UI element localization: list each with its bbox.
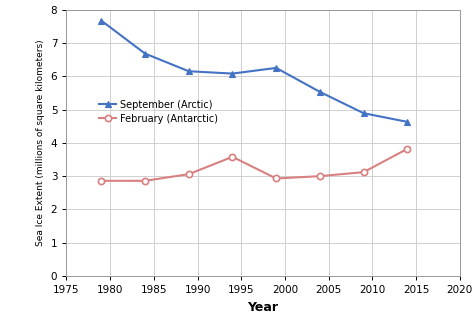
- February (Antarctic): [317, 174, 323, 178]
- September (Arctic): [317, 90, 323, 94]
- Y-axis label: Sea Ice Extent (millions of square kilometers): Sea Ice Extent (millions of square kilom…: [36, 39, 45, 246]
- September (Arctic): [186, 69, 191, 73]
- September (Arctic): [361, 111, 366, 115]
- February (Antarctic): [186, 172, 191, 176]
- September (Arctic): [404, 120, 410, 124]
- September (Arctic): [273, 66, 279, 70]
- February (Antarctic): [404, 147, 410, 151]
- September (Arctic): [99, 19, 104, 22]
- Line: February (Antarctic): February (Antarctic): [98, 146, 410, 184]
- Legend: September (Arctic), February (Antarctic): September (Arctic), February (Antarctic): [99, 100, 218, 124]
- February (Antarctic): [229, 155, 235, 159]
- February (Antarctic): [99, 179, 104, 183]
- September (Arctic): [142, 52, 148, 56]
- September (Arctic): [229, 72, 235, 75]
- February (Antarctic): [361, 170, 366, 174]
- February (Antarctic): [273, 177, 279, 180]
- Line: September (Arctic): September (Arctic): [98, 18, 410, 125]
- February (Antarctic): [142, 179, 148, 183]
- X-axis label: Year: Year: [247, 301, 279, 314]
